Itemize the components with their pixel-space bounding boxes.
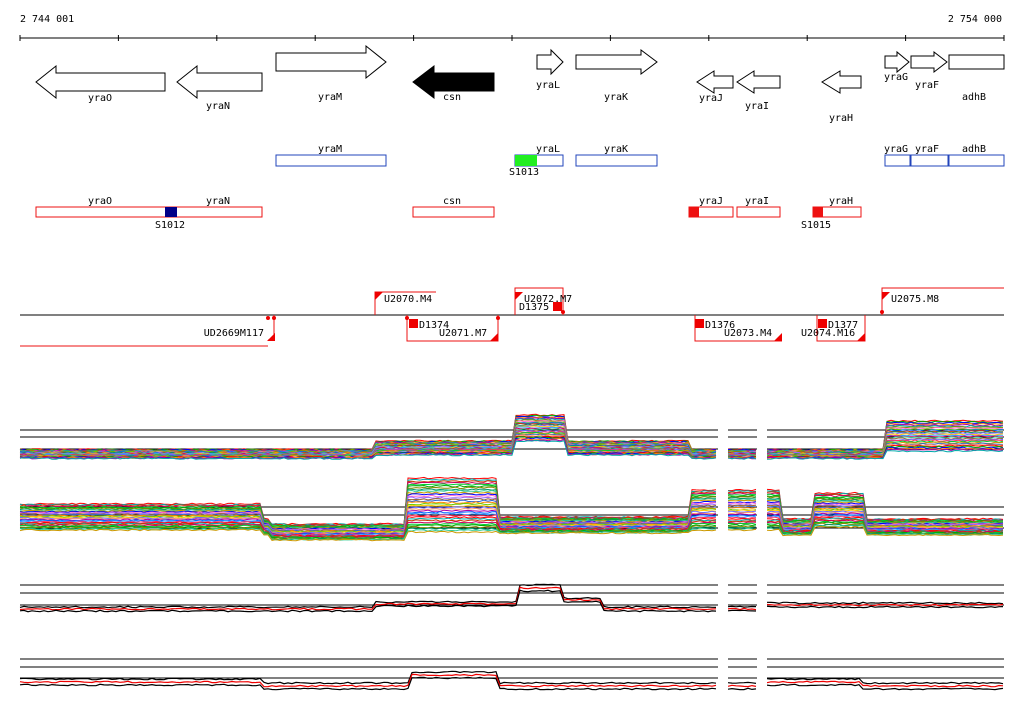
operon-label: csn xyxy=(443,196,461,207)
promoter-label: S1015 xyxy=(801,220,831,231)
operon-label: yraG xyxy=(884,144,908,155)
gene-yraF[interactable]: yraF xyxy=(910,50,948,91)
promoter-marker[interactable] xyxy=(689,207,699,217)
operon-yraF[interactable] xyxy=(910,154,949,167)
expression-trace xyxy=(19,583,1004,609)
gap xyxy=(718,418,728,488)
gene-yraJ[interactable]: yraJ xyxy=(696,70,734,104)
operon-yraO-yraN[interactable] xyxy=(35,206,263,218)
expression-trace xyxy=(19,589,1004,613)
unit-label: U2071.M7 xyxy=(439,328,487,339)
gene-yraO[interactable]: yraO xyxy=(35,64,166,104)
gene-label: adhB xyxy=(962,92,986,103)
expression-panel-4 xyxy=(19,647,1004,714)
gene-yraM[interactable]: yraM xyxy=(275,44,387,103)
gene-yraN[interactable]: yraN xyxy=(176,64,263,112)
gap xyxy=(757,573,767,643)
gene-yraI[interactable]: yraI xyxy=(736,70,781,112)
operon-label: yraI xyxy=(745,196,769,207)
expression-panel-3 xyxy=(19,573,1004,643)
gene-label: yraI xyxy=(745,101,769,112)
promoter-marker[interactable] xyxy=(515,155,537,166)
gap xyxy=(757,495,767,565)
start-coordinate: 2 744 001 xyxy=(20,14,74,25)
gene-label: yraL xyxy=(536,80,560,91)
gap xyxy=(718,495,728,565)
gap xyxy=(757,418,767,488)
unit-label: U2070.M4 xyxy=(384,294,432,305)
gene-label: csn xyxy=(443,92,461,103)
expression-trace xyxy=(19,586,1004,611)
operon-label: yraK xyxy=(604,144,628,155)
operon-label: adhB xyxy=(962,144,986,155)
gene-yraG[interactable]: yraG xyxy=(884,50,910,83)
operon-plus-track xyxy=(275,154,1005,167)
gene-label: yraK xyxy=(604,92,628,103)
gene-label: yraH xyxy=(829,113,853,124)
operon-label: yraO xyxy=(88,196,112,207)
operon-yraM[interactable] xyxy=(275,154,387,167)
operon-label: yraH xyxy=(829,196,853,207)
gap xyxy=(718,647,728,714)
coordinate-ruler: 2 744 001 2 754 000 xyxy=(19,14,1005,41)
operon-label: yraF xyxy=(915,144,939,155)
gene-csn[interactable]: csn xyxy=(412,64,495,103)
operon-plus-labels: yraM yraL yraK yraG yraF adhB xyxy=(318,144,986,155)
unit-label: D1377 xyxy=(828,320,858,331)
gene-label: yraG xyxy=(884,72,908,83)
promoter-marker[interactable] xyxy=(813,207,823,217)
expression-trace xyxy=(19,670,1004,685)
operon-label: yraL xyxy=(536,144,560,155)
unit-label: U2075.M8 xyxy=(891,294,939,305)
unit-label: U2073.M4 xyxy=(724,328,772,339)
unit-label: U2074.M16 xyxy=(801,328,855,339)
gene-adhB[interactable]: adhB xyxy=(948,54,1005,103)
gene-label: yraJ xyxy=(699,93,723,104)
promoter-label: S1013 xyxy=(509,167,539,178)
operon-minus-track xyxy=(35,206,862,218)
expression-trace xyxy=(19,676,1004,691)
gap xyxy=(718,573,728,643)
gene-label: yraO xyxy=(88,93,112,104)
gap xyxy=(757,647,767,714)
unit-label: D1375 xyxy=(519,302,549,313)
promoter-label: S1012 xyxy=(155,220,185,231)
operon-yraK[interactable] xyxy=(575,154,658,167)
operon-label: yraN xyxy=(206,196,230,207)
operon-minus-labels: yraO yraN csn yraJ yraI yraH xyxy=(88,196,853,207)
gene-label: yraF xyxy=(915,80,939,91)
end-coordinate: 2 754 000 xyxy=(948,14,1002,25)
gene-yraK[interactable]: yraK xyxy=(575,49,658,103)
expression-trace xyxy=(19,439,1004,460)
operon-adhB[interactable] xyxy=(948,154,1005,167)
operon-yraG[interactable] xyxy=(884,154,911,167)
gene-yraH[interactable]: yraH xyxy=(821,70,862,124)
operon-csn[interactable] xyxy=(412,206,495,218)
expression-trace xyxy=(19,673,1004,688)
expression-panel-1 xyxy=(19,413,1004,488)
gene-yraL[interactable]: yraL xyxy=(536,48,564,91)
expression-trace xyxy=(19,525,1004,542)
promoter-marker[interactable] xyxy=(165,207,177,217)
unit-label: U2072.M7 xyxy=(524,294,572,305)
gene-track: yraO yraN yraM csn yraL yraK yraJ yraI xyxy=(35,44,1005,124)
operon-label: yraM xyxy=(318,144,342,155)
operon-label: yraJ xyxy=(699,196,723,207)
gene-label: yraN xyxy=(206,101,230,112)
unit-label: D1374 xyxy=(419,320,449,331)
gene-label: yraM xyxy=(318,92,342,103)
unit-label: D1376 xyxy=(705,320,735,331)
unit-label: UD2669M117 xyxy=(204,328,264,339)
operon-yraI[interactable] xyxy=(736,206,781,218)
transcription-unit-track: U2070.M4 U2072.M7 D1375 U2075.M8 UD2669M… xyxy=(20,287,1004,347)
expression-panel-2 xyxy=(19,476,1004,565)
